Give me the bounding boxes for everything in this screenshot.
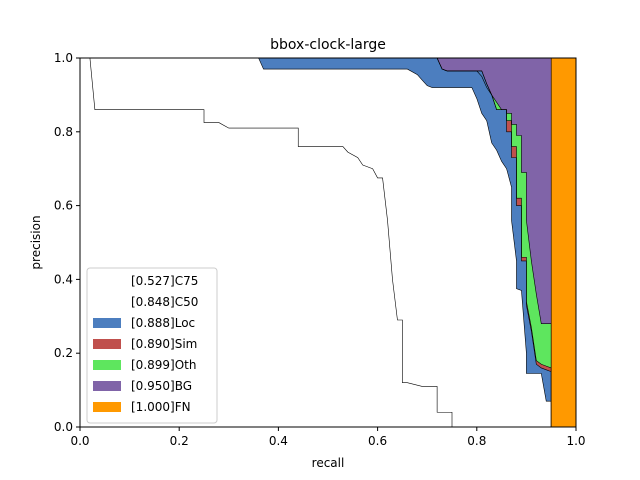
x-tick-label: 0.2 [170,434,189,448]
line-0-899-oth [80,57,552,427]
y-tick-label: 0.2 [54,346,73,360]
legend-swatch-0-899-oth [93,360,121,370]
legend-swatch-0-888-loc [93,318,121,328]
x-tick-label: 1.0 [566,434,585,448]
plot-frame [79,57,577,428]
legend-swatch-1-000-fn [93,402,121,412]
chart-title: bbox-clock-large [270,37,386,53]
y-tick-label: 0.0 [54,420,73,434]
x-axis-label: recall [312,456,345,470]
y-tick-label: 0.6 [54,199,73,213]
x-tick-label: 0.0 [70,434,89,448]
legend-label-0-527-c75: [0.527]C75 [131,274,198,288]
legend-label-0-890-sim: [0.890]Sim [131,337,197,351]
line-0-527-c75 [80,57,576,428]
legend-swatch-0-527-c75 [93,276,121,286]
y-tick-label: 1.0 [54,51,73,65]
legend-swatch-0-848-c50 [93,297,121,307]
legend-label-0-950-bg: [0.950]BG [131,379,192,393]
x-axis: 0.0 0.2 0.4 0.6 0.8 1.0 [70,427,586,448]
x-tick-label: 0.8 [467,434,486,448]
legend-label-1-000-fn: [1.000]FN [131,400,191,414]
y-tick-label: 0.4 [54,272,73,286]
legend-label-0-848-c50: [0.848]C50 [131,295,198,309]
legend-swatch-0-950-bg [93,381,121,391]
x-tick-label: 0.4 [269,434,288,448]
legend-label-0-899-oth: [0.899]Oth [131,358,196,372]
y-tick-label: 0.8 [54,125,73,139]
legend-label-0-888-loc: [0.888]Loc [131,316,195,330]
legend-swatch-0-890-sim [93,339,121,349]
line-0-848-c50 [80,57,552,427]
x-tick-label: 0.6 [368,434,387,448]
legend: [0.527]C75 [0.848]C50 [0.888]Loc [0.890]Sim… [86,267,218,424]
y-axis: 0.0 0.2 0.4 0.6 0.8 1.0 [54,51,80,434]
y-axis-label: precision [29,215,43,269]
